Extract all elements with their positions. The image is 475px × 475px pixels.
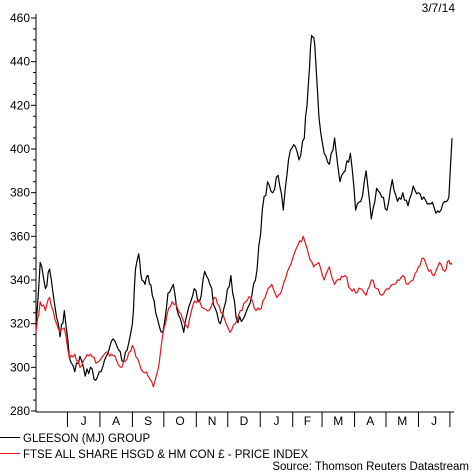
chart-date: 3/7/14: [421, 1, 455, 15]
y-tick-label: 440: [10, 55, 30, 69]
series-line-2: [35, 235, 453, 388]
x-tick-label: J: [81, 414, 87, 428]
series-lines: [35, 34, 453, 388]
x-tick-label: M: [333, 414, 343, 428]
x-tick-label: D: [240, 414, 249, 428]
y-tick-label: 420: [10, 98, 30, 112]
x-tick-label: A: [366, 414, 374, 428]
x-tick-label: S: [144, 414, 152, 428]
y-tick-label: 340: [10, 273, 30, 287]
series-line-1: [35, 34, 453, 381]
y-tick-label: 380: [10, 186, 30, 200]
y-tick-label: 280: [10, 404, 30, 418]
x-tick-label: N: [208, 414, 217, 428]
y-tick-label: 360: [10, 229, 30, 243]
y-axis-ticks: 280 300 320 340 360 380 400 420 440 460: [10, 11, 36, 418]
legend-item-series-1: GLEESON (MJ) GROUP: [0, 432, 150, 446]
x-tick-label: O: [175, 414, 184, 428]
axes: [35, 14, 454, 413]
x-tick-label: A: [112, 414, 120, 428]
y-tick-label: 300: [10, 360, 30, 374]
x-tick-label: F: [304, 414, 311, 428]
y-tick-label: 400: [10, 142, 30, 156]
legend-label-series-2: FTSE ALL SHARE HSGD & HM CON £ - PRICE I…: [23, 449, 309, 461]
legend-label-series-1: GLEESON (MJ) GROUP: [23, 433, 151, 445]
x-tick-label: J: [273, 414, 279, 428]
legend-swatch-series-2: [0, 453, 20, 455]
y-tick-label: 320: [10, 317, 30, 331]
y-tick-label: 460: [10, 11, 30, 25]
source-note: Source: Thomson Reuters Datastream: [272, 461, 469, 473]
x-tick-label: J: [431, 414, 437, 428]
x-tick-label: M: [397, 414, 407, 428]
legend-swatch-series-1: [0, 437, 20, 439]
legend-item-series-2: FTSE ALL SHARE HSGD & HM CON £ - PRICE I…: [0, 448, 308, 462]
